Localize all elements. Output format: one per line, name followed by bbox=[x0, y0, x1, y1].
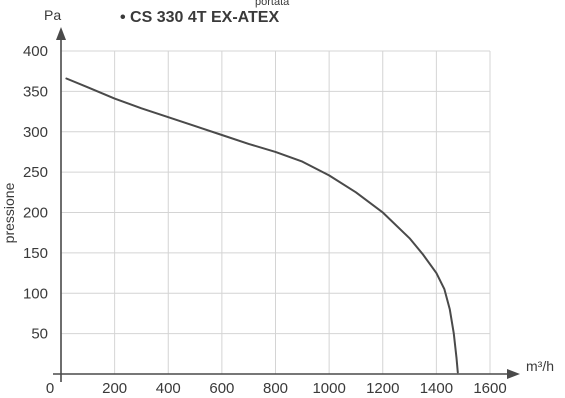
x-tick-label: 800 bbox=[263, 380, 288, 397]
grid-lines bbox=[61, 50, 491, 374]
x-tick-label: 200 bbox=[102, 380, 127, 397]
y-axis-label: pressione bbox=[1, 182, 17, 243]
x-tick-label: 1600 bbox=[473, 380, 506, 397]
axes bbox=[53, 27, 520, 382]
x-tick-label: 600 bbox=[209, 380, 234, 397]
x-tick-label: 1000 bbox=[312, 380, 345, 397]
x-tick-label: 0 bbox=[46, 380, 54, 397]
y-tick-label: 50 bbox=[31, 326, 48, 343]
x-axis-arrow bbox=[507, 369, 520, 379]
y-tick-label: 200 bbox=[23, 205, 48, 222]
y-tick-label: 400 bbox=[23, 43, 48, 60]
x-tick-label: 1200 bbox=[366, 380, 399, 397]
chart-title: • CS 330 4T EX-ATEX bbox=[120, 9, 279, 26]
y-unit-label: Pa bbox=[44, 7, 61, 23]
x-axis-label: m³/h bbox=[526, 358, 554, 374]
series-layer bbox=[65, 77, 459, 374]
y-axis-arrow bbox=[56, 27, 66, 40]
x-tick-label: 1400 bbox=[420, 380, 453, 397]
y-tick-label: 300 bbox=[23, 124, 48, 141]
x-tick-label: 400 bbox=[156, 380, 181, 397]
y-tick-label: 350 bbox=[23, 83, 48, 100]
series-line bbox=[65, 77, 459, 374]
chart-top-text: portata bbox=[255, 0, 290, 8]
y-tick-label: 150 bbox=[23, 245, 48, 262]
y-tick-label: 100 bbox=[23, 285, 48, 302]
tick-labels: 50 100 150 200 250 300 350 400 0 200 400 600 800 1000… bbox=[23, 43, 507, 397]
y-tick-label: 250 bbox=[23, 164, 48, 181]
